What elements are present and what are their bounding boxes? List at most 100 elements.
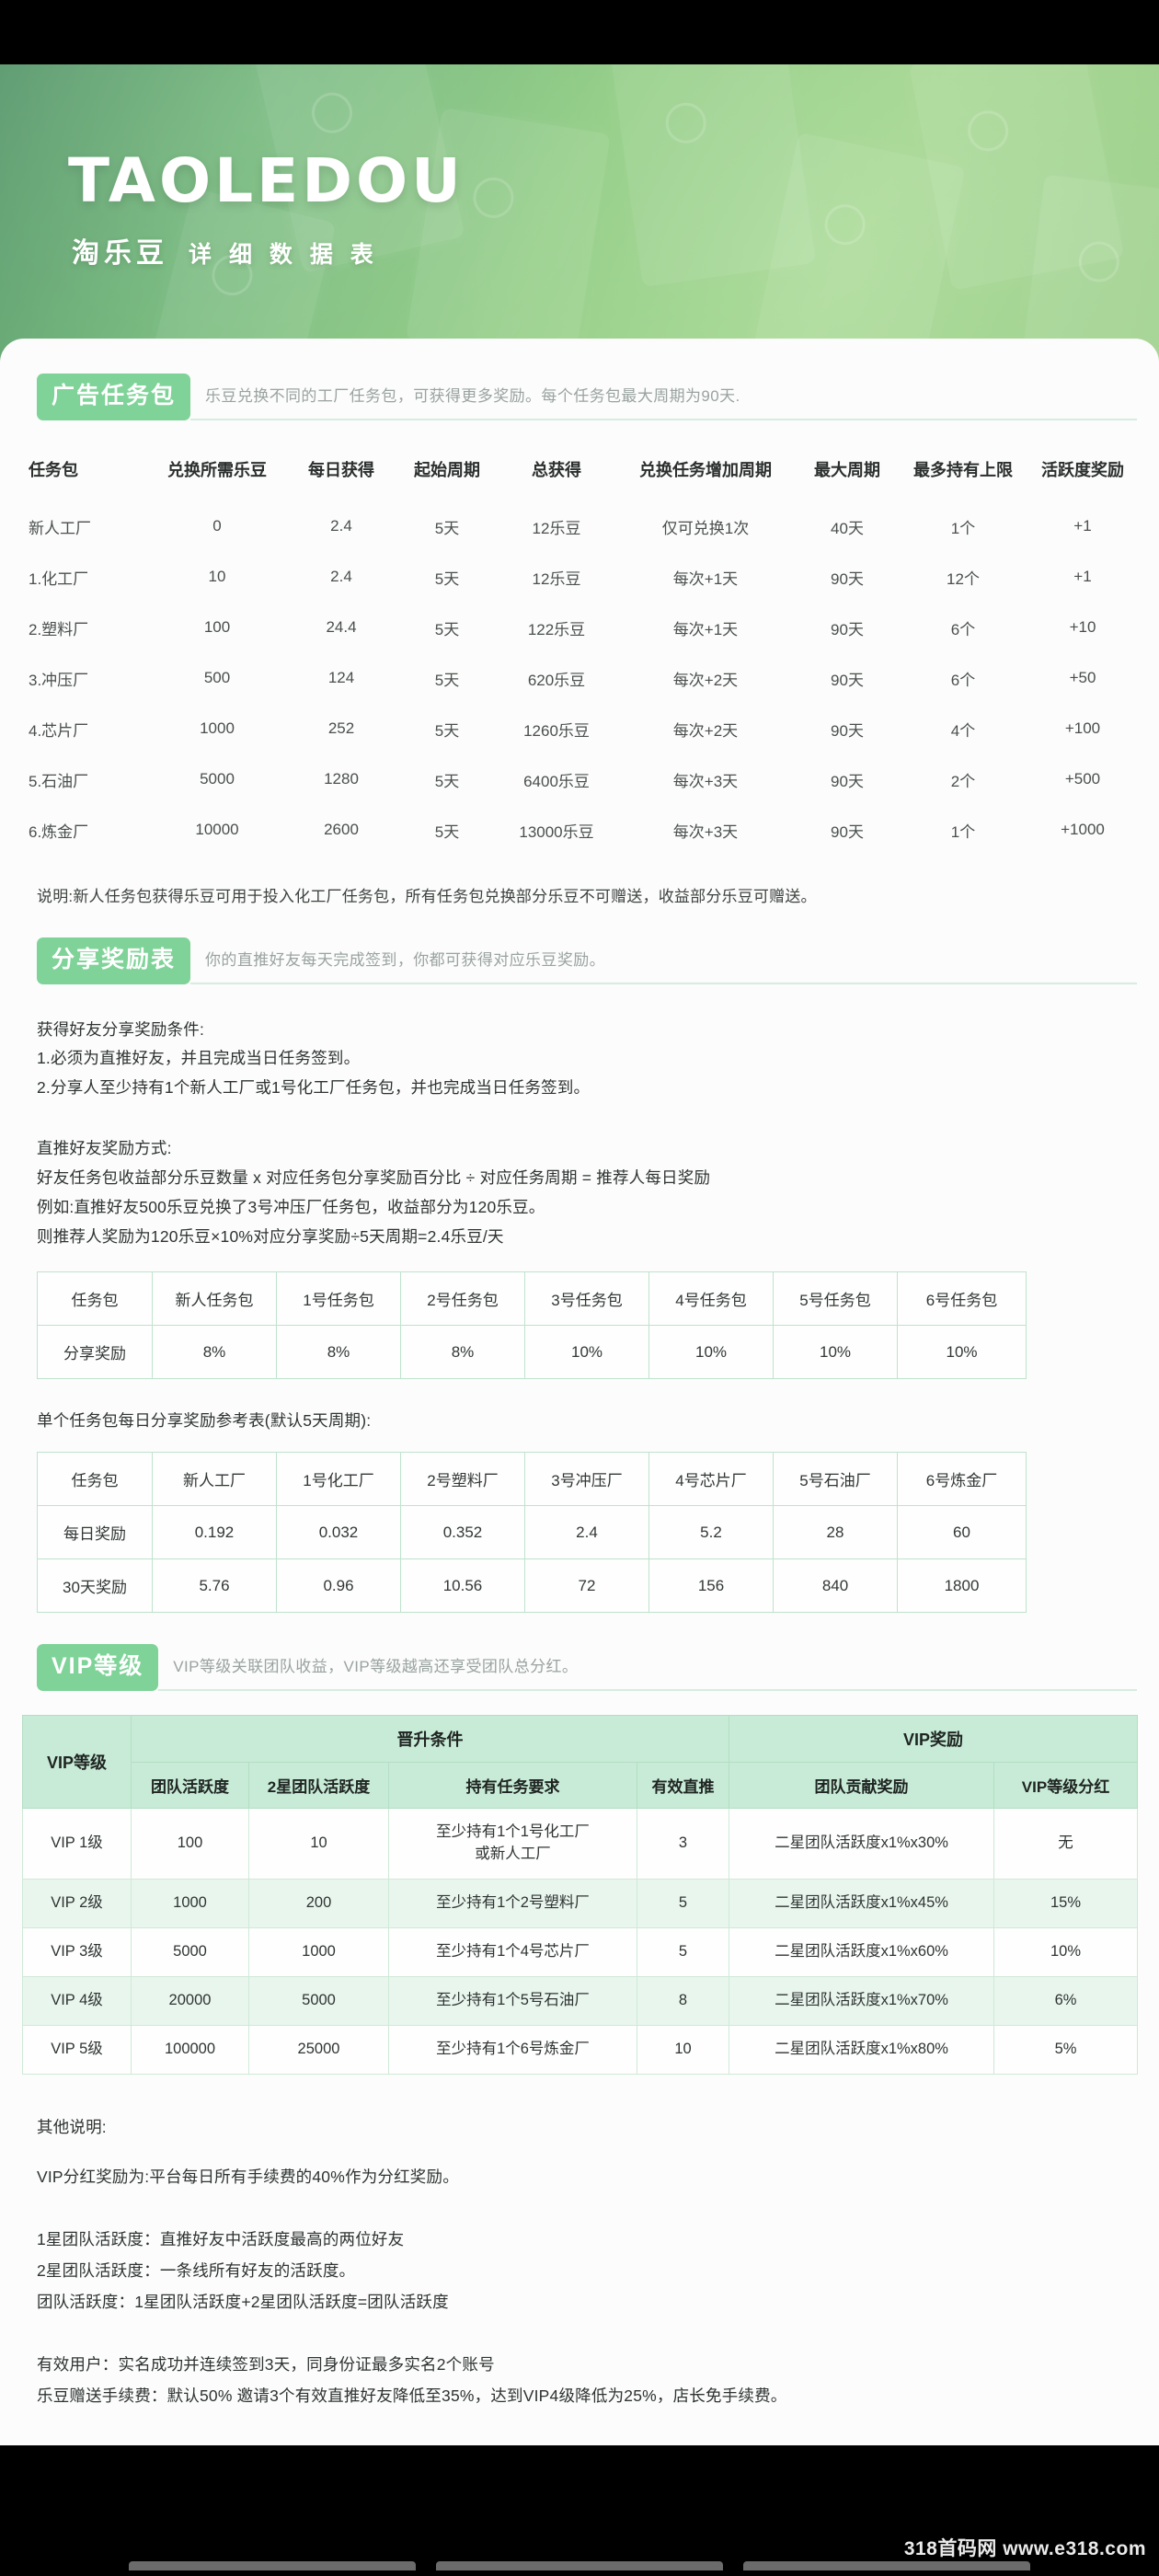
table-cell: 1260乐豆 (523, 721, 590, 740)
vip-table-group-row: VIP等级 晋升条件 VIP奖励 (22, 1715, 1139, 1810)
table-cell: 每次+2天 (672, 671, 739, 689)
table-row: VIP 5级 100000 25000 至少持有1个6号炼金厂 10 二星团队活跃度x1%… (22, 2024, 1139, 2075)
share-daily-table: 任务包 新人工厂 1号化工厂 2号塑料厂 3号冲压厂 4号芯片厂 5号石油厂 6号炼金厂 每日奖… (37, 1452, 1027, 1614)
table-cell: 1280 (324, 770, 359, 788)
table-cell: +100 (1064, 719, 1101, 738)
table-row: 4.芯片厂 1000 252 5天 1260乐豆 每次+2天 90天 4个 +100 (21, 704, 1138, 754)
table-cell: 5天 (434, 721, 460, 740)
table-cell: 100 (131, 1808, 249, 1880)
section-desc-wrap-ads: 乐豆兑换不同的工厂任务包，可获得更多奖励。每个任务包最大周期为90天. (190, 374, 1137, 420)
table-cell: 新人工厂 (29, 519, 91, 537)
hero-brand-cn: 淘乐豆 (72, 238, 168, 269)
table-cell: 1000 (200, 719, 235, 738)
table-cell: 5.2 (648, 1505, 774, 1560)
table-cell: 10% (648, 1325, 774, 1380)
table-row: 1.化工厂 10 2.4 5天 12乐豆 每次+1天 90天 12个 +1 (21, 552, 1138, 603)
table-row: 2.塑料厂 100 24.4 5天 122乐豆 每次+1天 90天 6个 +10 (21, 603, 1138, 653)
table-cell: 8% (152, 1325, 277, 1380)
nav-pill[interactable] (436, 2561, 723, 2570)
daily-col-header: 5号石油厂 (773, 1452, 898, 1507)
table-cell: VIP 3级 (22, 1926, 132, 1977)
table-cell: 5.石油厂 (29, 772, 89, 790)
table-cell: VIP 4级 (22, 1975, 132, 2026)
section-header-share: 分享奖励表 你的直推好友每天完成签到，你都可获得对应乐豆奖励。 (0, 937, 1159, 984)
table-cell: 5天 (434, 519, 460, 537)
table-cell: 至少持有1个2号塑料厂 (388, 1879, 637, 1928)
share-method-example: 例如:直推好友500乐豆兑换了3号冲压厂任务包，收益部分为120乐豆。 (37, 1197, 545, 1216)
table-cell: 5天 (434, 569, 460, 588)
table-cell: +10 (1069, 618, 1096, 637)
table-cell: 5.76 (152, 1558, 277, 1614)
vip-col-subheader: VIP等级分红 (993, 1762, 1139, 1810)
hero-subtitle-cn: 详 细 数 据 表 (189, 242, 379, 268)
ads-task-table: 任务包 兑换所需乐豆 每日获得 起始周期 总获得 兑换任务增加周期 最大周期 最多持有上限 活跃… (21, 448, 1138, 856)
table-header-row: 任务包 新人任务包 1号任务包 2号任务包 3号任务包 4号任务包 5号任务包 6号任务包 (37, 1271, 1027, 1327)
section-desc-ads: 乐豆兑换不同的工厂任务包，可获得更多奖励。每个任务包最大周期为90天. (205, 386, 740, 405)
table-cell: 4个 (950, 721, 976, 740)
daily-col-header: 新人工厂 (152, 1452, 277, 1507)
share-ratio-col-header: 1号任务包 (276, 1271, 401, 1327)
table-cell: 6.炼金厂 (29, 822, 89, 841)
table-cell: 8% (276, 1325, 401, 1380)
table-cell: VIP 5级 (22, 2024, 132, 2075)
ads-col-header: 总获得 (532, 460, 581, 479)
share-condition-2: 2.分享人至少持有1个新人工厂或1号化工厂任务包，并也完成当日任务签到。 (37, 1078, 591, 1098)
table-cell: 90天 (831, 721, 864, 740)
vip-table-wrap: VIP等级 晋升条件 VIP奖励 团队活跃度 2星团队活跃度 持有任务要求 有效直推团… (22, 1715, 1139, 2075)
table-cell: 二星团队活跃度x1%x30% (729, 1808, 994, 1880)
table-cell: 每次+1天 (672, 569, 739, 588)
table-cell: 1000 (131, 1879, 249, 1928)
table-cell: 90天 (831, 620, 864, 638)
table-cell: 5天 (434, 671, 460, 689)
table-cell: 90天 (831, 822, 864, 841)
table-cell: 10% (993, 1926, 1139, 1977)
table-row: 30天奖励 5.76 0.96 10.56 72 156 840 1800 (37, 1558, 1027, 1614)
other-team: 团队活跃度：1星团队活跃度+2星团队活跃度=团队活跃度 (37, 2293, 449, 2312)
ads-col-header: 兑换所需乐豆 (167, 460, 267, 479)
vip-col-subheader: 团队贡献奖励 (729, 1762, 994, 1810)
table-cell: 至少持有1个6号炼金厂 (388, 2024, 637, 2075)
ads-col-header: 起始周期 (414, 460, 480, 479)
table-cell: 5天 (434, 620, 460, 638)
table-cell: 每次+3天 (672, 772, 739, 790)
ads-note: 说明:新人任务包获得乐豆可用于投入化工厂任务包，所有任务包兑换部分乐豆不可赠送，… (37, 887, 817, 905)
table-cell: 1个 (950, 822, 976, 841)
table-cell: 6% (993, 1975, 1139, 2026)
table-cell: 10 (208, 568, 226, 586)
bottom-bar: 318首码网 www.e318.com (0, 2445, 1159, 2576)
table-cell: +1 (1073, 517, 1092, 535)
share-condition-1: 1.必须为直推好友，并且完成当日任务签到。 (37, 1049, 361, 1068)
share-method-example-2: 则推荐人奖励为120乐豆×10%对应分享奖励÷5天周期=2.4乐豆/天 (37, 1226, 504, 1246)
table-cell: 每次+2天 (672, 721, 739, 740)
share-conditions-title: 获得好友分享奖励条件: (37, 1019, 205, 1039)
table-cell: 5000 (131, 1926, 249, 1977)
daily-row-label: 30天奖励 (37, 1558, 153, 1614)
other-star2: 2星团队活跃度：一条线所有好友的活跃度。 (37, 2261, 356, 2281)
section-badge-ads: 广告任务包 (37, 374, 191, 420)
section-desc-wrap-share: 你的直推好友每天完成签到，你都可获得对应乐豆奖励。 (190, 937, 1137, 984)
share-method-title: 直推好友奖励方式: (37, 1139, 172, 1158)
table-cell: 2600 (324, 821, 359, 839)
nav-pill[interactable] (743, 2561, 1030, 2570)
table-row: 新人工厂 0 2.4 5天 12乐豆 仅可兑换1次 40天 1个 +1 (21, 501, 1138, 552)
table-cell: 每次+1天 (672, 620, 739, 638)
table-cell: 12个 (947, 569, 980, 588)
other-notes: 其他说明: VIP分红奖励为:平台每日所有手续费的40%作为分红奖励。 1星团队… (37, 2111, 1159, 2412)
table-cell: 620乐豆 (527, 671, 586, 689)
daily-col-header: 6号炼金厂 (897, 1452, 1027, 1507)
ads-col-header: 最大周期 (814, 460, 880, 479)
table-cell: 3 (637, 1808, 729, 1880)
table-cell: 15% (993, 1879, 1139, 1928)
vip-col-subheader: 持有任务要求 (388, 1762, 637, 1810)
section-badge-vip: VIP等级 (37, 1644, 159, 1692)
daily-col-header: 4号芯片厂 (648, 1452, 774, 1507)
table-cell: 124 (327, 669, 355, 687)
table-cell: 10000 (195, 821, 239, 839)
nav-pill[interactable] (129, 2561, 416, 2570)
table-cell: 6400乐豆 (523, 772, 590, 790)
watermark: 318首码网 www.e318.com (903, 2538, 1146, 2559)
table-cell: 13000乐豆 (519, 822, 594, 841)
daily-col-header: 2号塑料厂 (400, 1452, 525, 1507)
share-ratio-col-header: 6号任务包 (897, 1271, 1027, 1327)
